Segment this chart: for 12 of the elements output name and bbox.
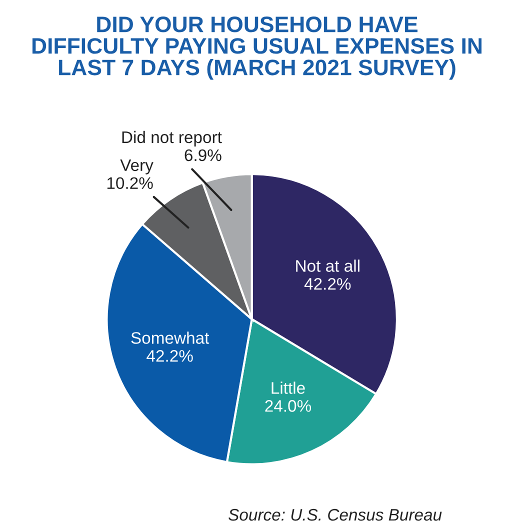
slice-label: Very xyxy=(120,159,154,174)
slice-label: Did not report xyxy=(122,130,222,146)
data-label: 6.9% xyxy=(184,149,222,162)
data-label: 10.2% xyxy=(107,177,153,190)
data-label: 42.2% xyxy=(146,350,193,362)
source-note: Source: U.S. Census Bureau xyxy=(228,508,442,521)
slice-label: Somewhat xyxy=(131,332,210,344)
slice-label: Not at all xyxy=(296,260,360,272)
chart-title: DID YOUR HOUSEHOLD HAVE DIFFICULTY PAYING USUAL EXPENSES IN LAST 7 DAYS (MARCH 2021 SURVEY) xyxy=(32,16,482,80)
data-label: 24.0% xyxy=(265,400,312,412)
slice-label: Little xyxy=(272,382,305,394)
data-label: 42.2% xyxy=(304,278,351,290)
